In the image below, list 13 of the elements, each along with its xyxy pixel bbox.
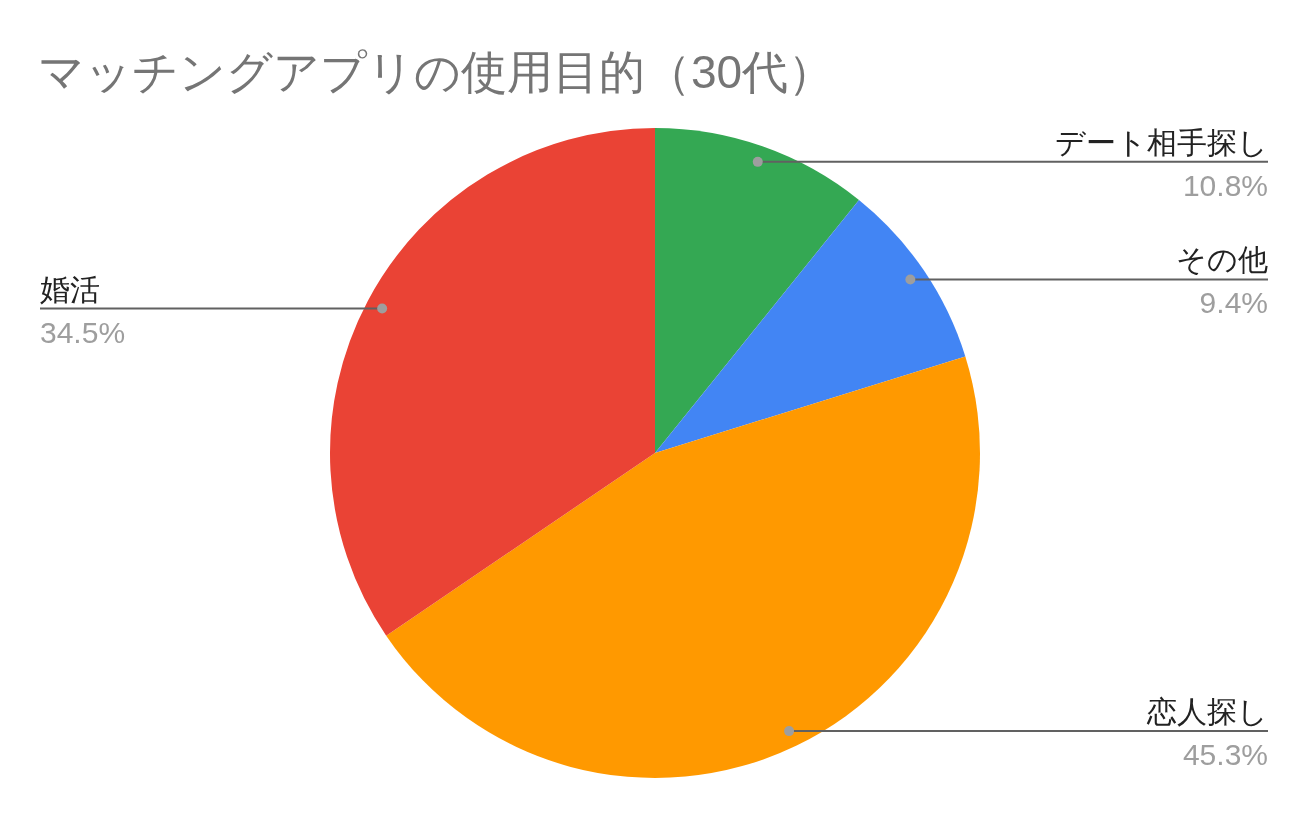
data-label: 45.3% — [1182, 738, 1268, 772]
data-label: 9.4% — [1199, 286, 1268, 320]
pie-slice — [655, 128, 859, 453]
data-label: 34.5% — [40, 315, 126, 349]
slice-label: 恋人探し — [1146, 695, 1268, 729]
slice-label: 婚活 — [40, 272, 100, 306]
pie-slice — [655, 200, 966, 453]
data-label: 10.8% — [1182, 168, 1268, 202]
slice-label: デート相手探し — [1055, 125, 1268, 159]
pie-slice — [386, 356, 980, 778]
pie-slice — [330, 128, 655, 636]
slice-label: その他 — [1176, 243, 1268, 277]
chart-title: マッチングアプリの使用目的（30代） — [38, 46, 835, 98]
